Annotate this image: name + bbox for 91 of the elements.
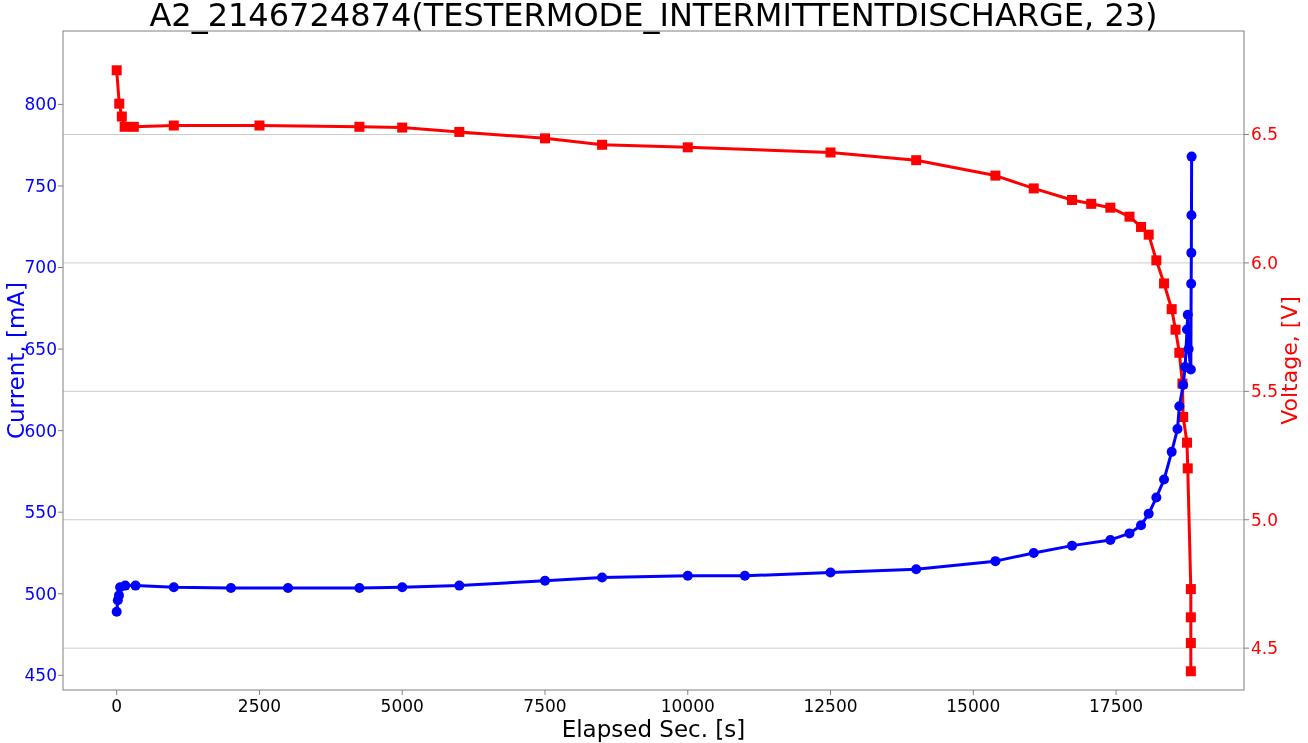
point <box>1028 547 1039 558</box>
point <box>1086 198 1097 209</box>
point <box>1124 211 1135 222</box>
point <box>825 567 836 578</box>
x-tick-label: 5000 <box>380 696 424 716</box>
point <box>119 121 130 132</box>
point <box>1185 638 1196 648</box>
point <box>1170 324 1181 335</box>
point <box>111 606 122 617</box>
point <box>1186 247 1197 258</box>
point <box>1159 474 1170 485</box>
point <box>1143 229 1154 240</box>
point <box>825 147 836 158</box>
point <box>116 111 127 122</box>
y-tick-label: 500 <box>24 583 57 604</box>
y2-tick-label: 6.5 <box>1251 124 1279 145</box>
point <box>114 98 125 109</box>
point <box>397 122 408 133</box>
point <box>597 139 608 150</box>
point <box>1174 401 1185 412</box>
y2-tick-label: 6.0 <box>1251 252 1279 273</box>
point <box>1151 255 1162 266</box>
point <box>1174 347 1185 358</box>
x-tick-label: 0 <box>111 696 123 716</box>
point <box>1185 584 1196 595</box>
x-tick-label: 12500 <box>803 696 858 716</box>
point <box>1166 446 1177 457</box>
point <box>911 155 922 166</box>
point <box>682 142 693 153</box>
point <box>397 582 408 593</box>
y2-axis-title: Voltage, [V] <box>1277 296 1302 425</box>
x-tick-label: 15000 <box>946 696 1001 716</box>
point <box>1124 528 1135 539</box>
point <box>168 120 179 131</box>
point <box>111 65 122 76</box>
point <box>990 556 1001 567</box>
point <box>354 121 365 132</box>
y-tick-label: 750 <box>24 175 57 196</box>
point <box>1151 492 1162 503</box>
y-tick-label: 650 <box>24 339 57 360</box>
point <box>1185 666 1196 677</box>
x-tick-label: 10000 <box>660 696 715 716</box>
point <box>168 582 179 593</box>
point <box>1136 221 1147 232</box>
point <box>1105 202 1116 213</box>
point <box>225 583 236 594</box>
point <box>539 133 550 144</box>
y2-tick-label: 5.0 <box>1251 509 1279 530</box>
chart-title: A2_2146724874(TESTERMODE_INTERMITTENTDISCHARGE, 23) <box>149 0 1158 34</box>
point <box>120 580 131 591</box>
point <box>1182 437 1193 448</box>
point <box>283 583 294 594</box>
y2-tick-label: 4.5 <box>1251 638 1279 659</box>
point <box>1186 151 1197 162</box>
point <box>354 583 365 594</box>
point <box>454 126 465 137</box>
point <box>739 570 750 581</box>
point <box>254 120 265 131</box>
point <box>1136 520 1147 531</box>
point <box>1166 304 1177 315</box>
point <box>1105 534 1116 545</box>
point <box>539 575 550 586</box>
y-tick-label: 450 <box>24 665 57 686</box>
point <box>1185 364 1196 375</box>
point <box>990 170 1001 181</box>
point <box>1182 463 1193 474</box>
point <box>1186 210 1197 221</box>
point <box>1183 344 1194 355</box>
point <box>1159 278 1170 289</box>
point <box>1185 612 1196 623</box>
point <box>130 580 141 591</box>
point <box>597 572 608 583</box>
y2-tick-label: 5.5 <box>1251 381 1279 402</box>
x-tick-label: 2500 <box>237 696 282 716</box>
point <box>682 570 693 581</box>
point <box>1067 194 1078 205</box>
point <box>128 121 139 132</box>
point <box>1028 183 1039 194</box>
x-tick-label: 17500 <box>1089 696 1144 716</box>
x-axis-title: Elapsed Sec. [s] <box>561 716 746 742</box>
point <box>1143 508 1154 519</box>
y-tick-label: 550 <box>24 502 57 523</box>
x-tick-label: 7500 <box>523 696 567 716</box>
point <box>1186 278 1197 289</box>
point <box>911 564 922 575</box>
point <box>1172 424 1183 435</box>
point <box>1182 309 1193 320</box>
point <box>454 580 465 591</box>
y-tick-label: 800 <box>24 94 57 115</box>
y-tick-label: 700 <box>24 257 57 278</box>
point <box>1067 540 1078 551</box>
